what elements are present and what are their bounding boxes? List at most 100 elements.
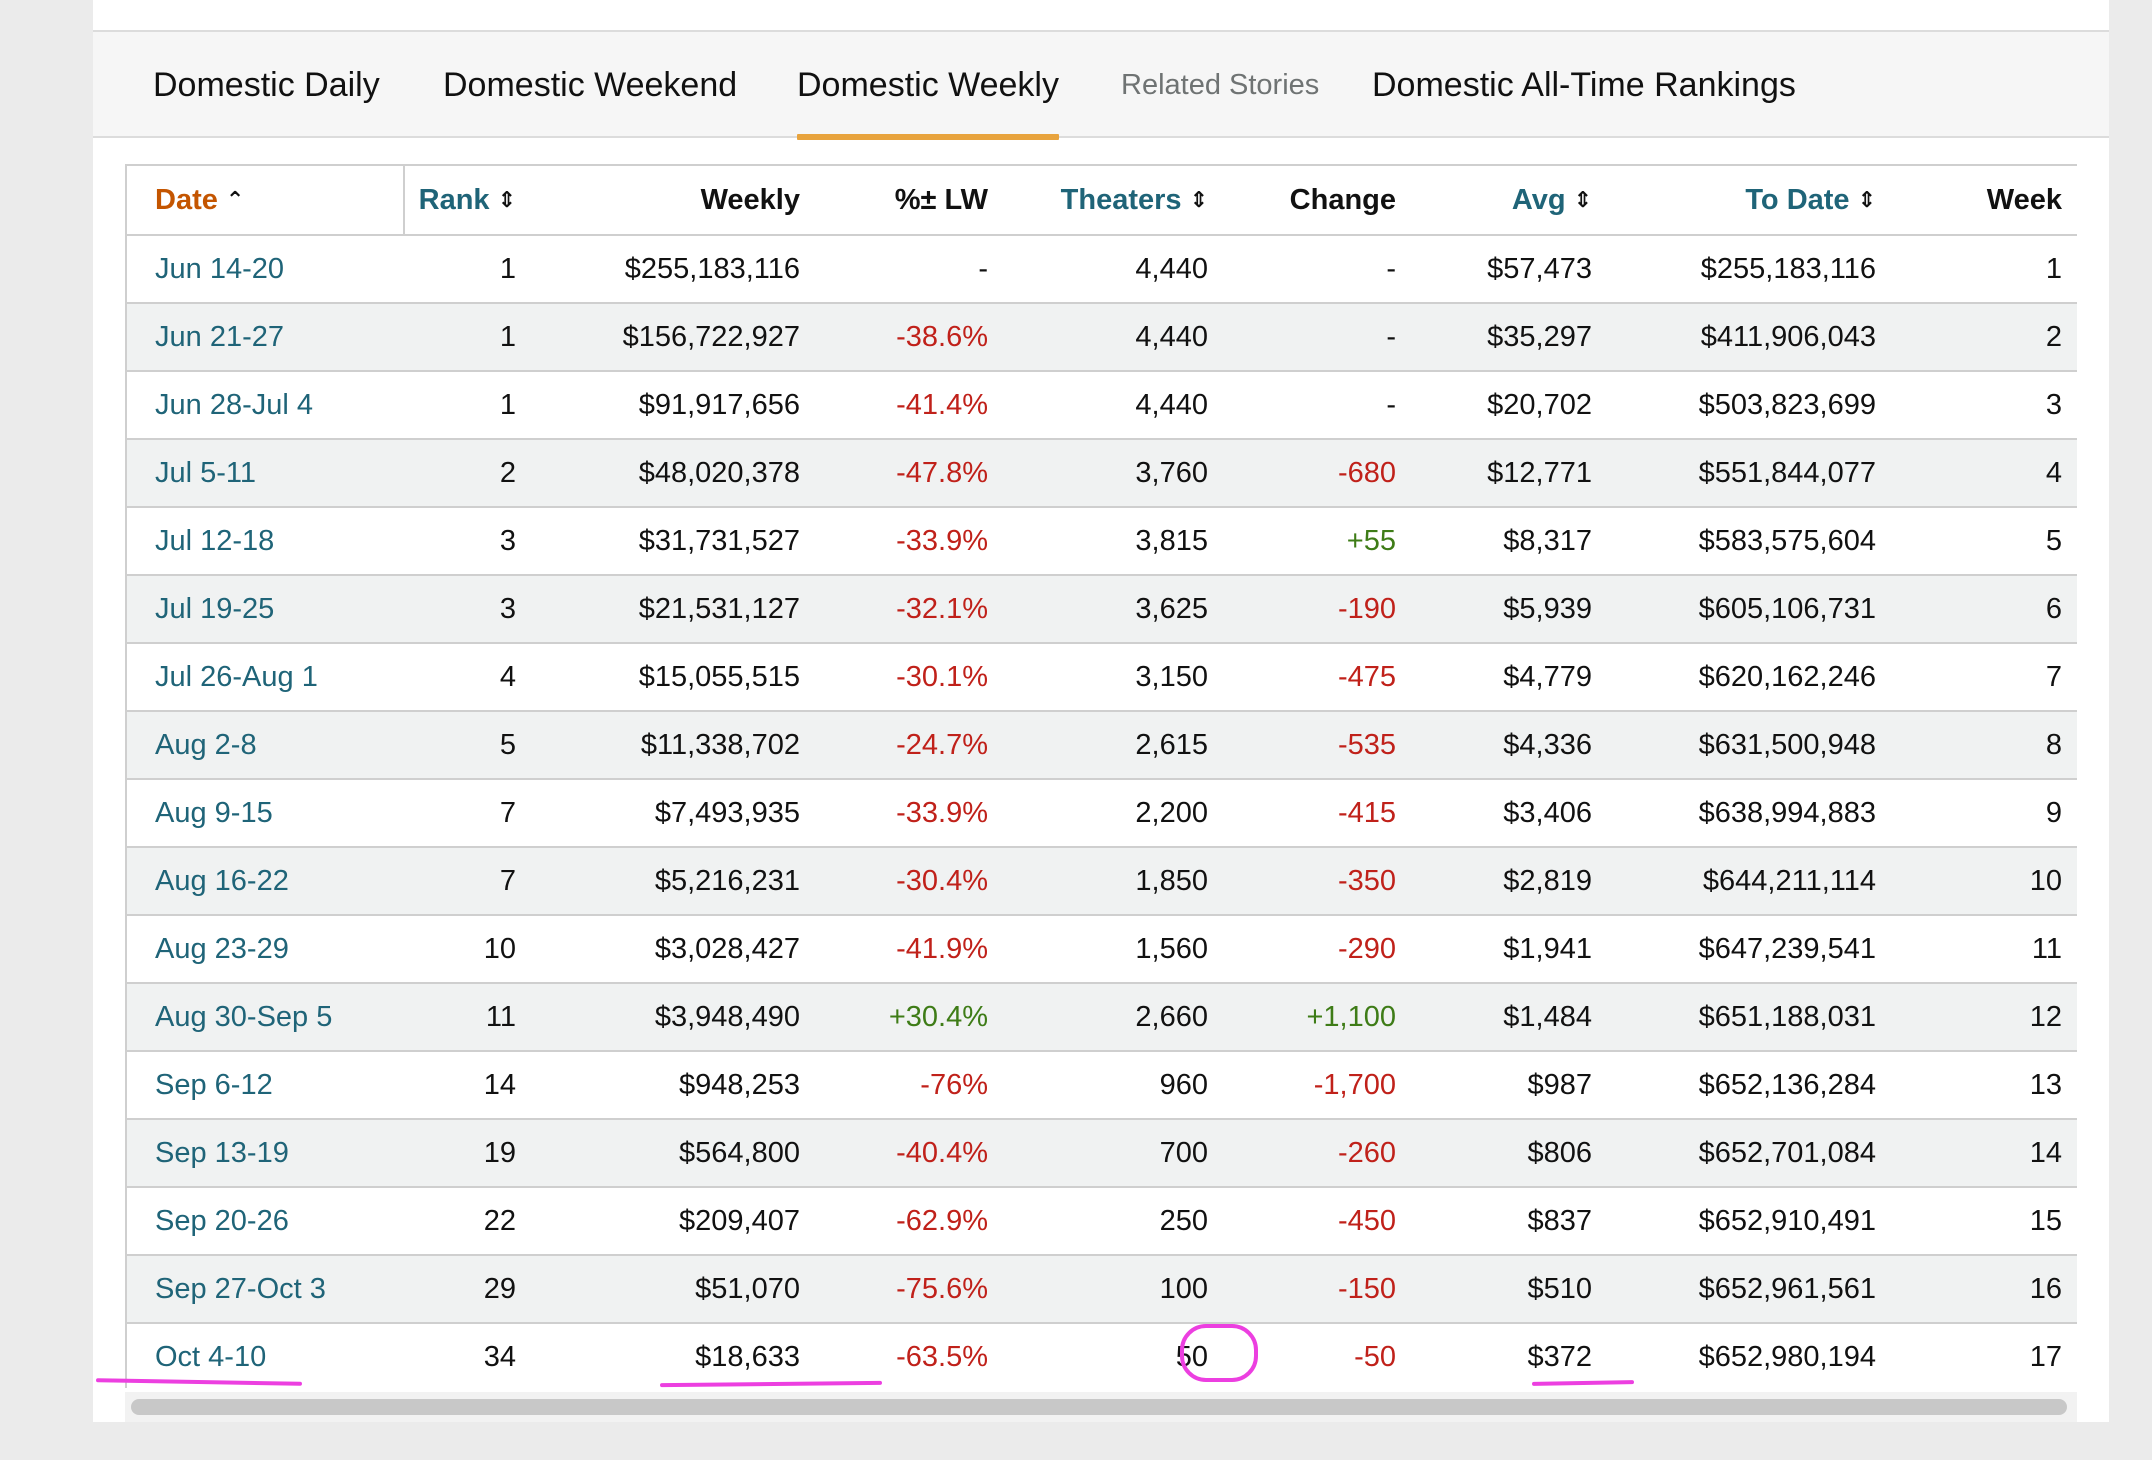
cell-week: 12 xyxy=(1900,983,2077,1052)
cell-date[interactable]: Jul 19-25 xyxy=(125,575,404,644)
date-link[interactable]: Aug 16-22 xyxy=(155,864,289,897)
cell-theaters: 960 xyxy=(1012,1051,1232,1120)
cell-date[interactable]: Aug 16-22 xyxy=(125,847,404,916)
date-link[interactable]: Jul 5-11 xyxy=(155,456,257,489)
cell-rank: 7 xyxy=(404,779,540,848)
cell-week: 6 xyxy=(1900,575,2077,644)
cell-avg: $4,336 xyxy=(1420,711,1616,780)
column-header-date[interactable]: Date ⌃ xyxy=(125,164,405,236)
date-link[interactable]: Oct 4-10 xyxy=(155,1340,267,1373)
cell-change: +1,100 xyxy=(1232,983,1420,1052)
cell-to-date: $652,980,194 xyxy=(1616,1323,1900,1388)
cell-pct-lw: -40.4% xyxy=(824,1119,1012,1188)
date-link[interactable]: Sep 27-Oct 3 xyxy=(155,1272,326,1305)
date-link[interactable]: Aug 23-29 xyxy=(155,932,289,965)
cell-weekly: $209,407 xyxy=(540,1187,824,1256)
date-link[interactable]: Sep 6-12 xyxy=(155,1068,273,1101)
date-link[interactable]: Sep 13-19 xyxy=(155,1136,289,1169)
cell-theaters: 2,615 xyxy=(1012,711,1232,780)
column-header-theaters[interactable]: Theaters ⇕ xyxy=(1012,164,1232,236)
date-link[interactable]: Jun 28-Jul 4 xyxy=(155,388,313,421)
cell-date[interactable]: Aug 23-29 xyxy=(125,915,404,984)
cell-theaters: 3,150 xyxy=(1012,643,1232,712)
cell-week: 16 xyxy=(1900,1255,2077,1324)
tab-related-stories[interactable]: Related Stories xyxy=(1121,68,1320,101)
date-link[interactable]: Jul 26-Aug 1 xyxy=(155,660,318,693)
table-row: Jun 28-Jul 4 1 $91,917,656 -41.4% 4,440- $20,… xyxy=(125,371,2077,440)
table-row: Aug 9-15 7 $7,493,935 -33.9% 2,200 -415 $3,406… xyxy=(125,779,2077,848)
cell-to-date: $255,183,116 xyxy=(1616,235,1900,304)
sort-icon: ⇕ xyxy=(497,186,516,212)
cell-to-date: $551,844,077 xyxy=(1616,439,1900,508)
cell-pct-lw: -32.1% xyxy=(824,575,1012,644)
date-link[interactable]: Jul 19-25 xyxy=(155,592,275,625)
cell-to-date: $605,106,731 xyxy=(1616,575,1900,644)
cell-week: 11 xyxy=(1900,915,2077,984)
date-link[interactable]: Sep 20-26 xyxy=(155,1204,289,1237)
cell-date[interactable]: Jun 14-20 xyxy=(125,235,404,304)
cell-week: 17 xyxy=(1900,1323,2077,1388)
tab-domestic-all-time-rankings[interactable]: Domestic All-Time Rankings xyxy=(1372,65,1796,104)
cell-date[interactable]: Sep 13-19 xyxy=(125,1119,404,1188)
column-header-avg[interactable]: Avg ⇕ xyxy=(1420,164,1616,236)
cell-pct-lw: -41.4% xyxy=(824,371,1012,440)
cell-date[interactable]: Jul 26-Aug 1 xyxy=(125,643,404,712)
cell-date[interactable]: Sep 6-12 xyxy=(125,1051,404,1120)
cell-pct-lw: +30.4% xyxy=(824,983,1012,1052)
column-header-change: Change xyxy=(1232,164,1420,236)
sort-icon: ⇕ xyxy=(1573,186,1592,212)
date-link[interactable]: Aug 2-8 xyxy=(155,728,257,761)
cell-pct-lw: -33.9% xyxy=(824,507,1012,576)
table-row: Sep 13-19 19 $564,800 -40.4% 700 -260 $806 $652… xyxy=(125,1119,2077,1188)
cell-weekly: $91,917,656 xyxy=(540,371,824,440)
date-link[interactable]: Aug 9-15 xyxy=(155,796,273,829)
cell-rank: 22 xyxy=(404,1187,540,1256)
cell-avg: $2,819 xyxy=(1420,847,1616,916)
cell-to-date: $620,162,246 xyxy=(1616,643,1900,712)
cell-avg: $4,779 xyxy=(1420,643,1616,712)
cell-to-date: $638,994,883 xyxy=(1616,779,1900,848)
column-header-weekly: Weekly xyxy=(540,164,824,236)
horizontal-scrollbar-thumb[interactable] xyxy=(131,1399,2067,1415)
tab-domestic-weekly[interactable]: Domestic Weekly xyxy=(797,32,1059,140)
table-row: Aug 23-29 10 $3,028,427 -41.9% 1,560 -290 $1,9… xyxy=(125,915,2077,984)
cell-to-date: $583,575,604 xyxy=(1616,507,1900,576)
cell-rank: 34 xyxy=(404,1323,540,1388)
cell-rank: 5 xyxy=(404,711,540,780)
cell-date[interactable]: Sep 27-Oct 3 xyxy=(125,1255,404,1324)
date-link[interactable]: Jun 21-27 xyxy=(155,320,284,353)
cell-weekly: $11,338,702 xyxy=(540,711,824,780)
cell-date[interactable]: Jul 5-11 xyxy=(125,439,404,508)
cell-rank: 10 xyxy=(404,915,540,984)
cell-date[interactable]: Jun 21-27 xyxy=(125,303,404,372)
cell-date[interactable]: Aug 2-8 xyxy=(125,711,404,780)
column-header-to-date[interactable]: To Date ⇕ xyxy=(1616,164,1900,236)
cell-avg: $1,941 xyxy=(1420,915,1616,984)
cell-rank: 1 xyxy=(404,303,540,372)
cell-change: -350 xyxy=(1232,847,1420,916)
cell-date[interactable]: Aug 9-15 xyxy=(125,779,404,848)
cell-theaters: 4,440 xyxy=(1012,235,1232,304)
column-header-rank[interactable]: Rank ⇕ xyxy=(404,164,540,236)
cell-date[interactable]: Sep 20-26 xyxy=(125,1187,404,1256)
cell-theaters: 700 xyxy=(1012,1119,1232,1188)
cell-week: 9 xyxy=(1900,779,2077,848)
cell-date[interactable]: Jul 12-18 xyxy=(125,507,404,576)
cell-theaters: 1,560 xyxy=(1012,915,1232,984)
cell-avg: $987 xyxy=(1420,1051,1616,1120)
cell-date[interactable]: Jun 28-Jul 4 xyxy=(125,371,404,440)
date-link[interactable]: Jul 12-18 xyxy=(155,524,275,557)
cell-avg: $1,484 xyxy=(1420,983,1616,1052)
tab-domestic-daily[interactable]: Domestic Daily xyxy=(153,65,380,104)
column-header-pct-lw: %± LW xyxy=(824,164,1012,236)
cell-date[interactable]: Aug 30-Sep 5 xyxy=(125,983,404,1052)
date-link[interactable]: Jun 14-20 xyxy=(155,252,284,285)
cell-weekly: $7,493,935 xyxy=(540,779,824,848)
cell-pct-lw: -24.7% xyxy=(824,711,1012,780)
cell-date[interactable]: Oct 4-10 xyxy=(125,1323,404,1388)
date-link[interactable]: Aug 30-Sep 5 xyxy=(155,1000,333,1033)
cell-change: +55 xyxy=(1232,507,1420,576)
cell-pct-lw: -75.6% xyxy=(824,1255,1012,1324)
cell-week: 8 xyxy=(1900,711,2077,780)
tab-domestic-weekend[interactable]: Domestic Weekend xyxy=(443,65,738,104)
